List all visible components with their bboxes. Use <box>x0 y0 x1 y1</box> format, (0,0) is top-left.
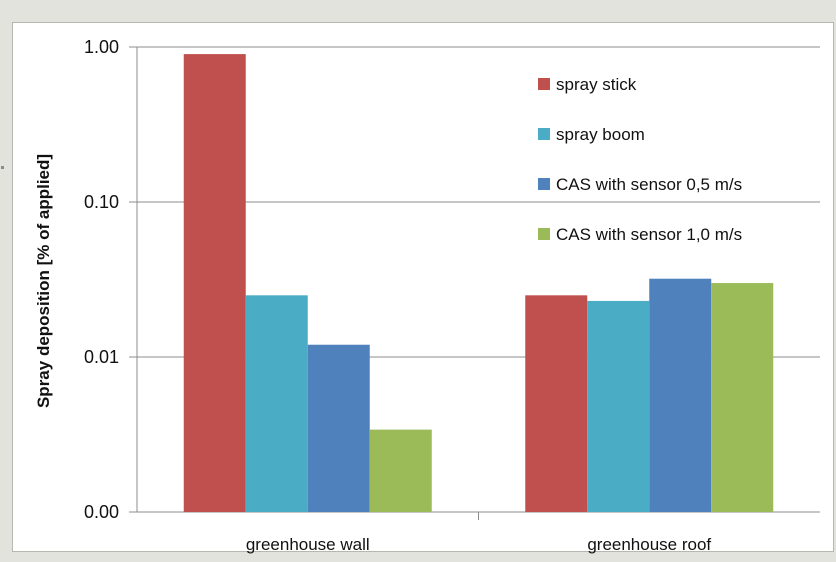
bar <box>183 54 246 513</box>
bar <box>711 283 774 512</box>
legend-swatch <box>538 128 550 140</box>
y-tick-label: 1.00 <box>84 37 119 57</box>
legend-label: CAS with sensor 1,0 m/s <box>556 225 742 244</box>
bar <box>525 295 588 512</box>
y-axis-label: Spray deposition [% of applied] <box>34 154 53 408</box>
y-tick-label: 0.10 <box>84 192 119 212</box>
bar <box>307 344 370 512</box>
side-marker <box>1 166 4 169</box>
category-labels: greenhouse wall greenhouse roof <box>246 512 711 554</box>
legend-swatch <box>538 178 550 190</box>
legend-label: spray boom <box>556 125 645 144</box>
y-tick-label: 0.01 <box>84 347 119 367</box>
category-label: greenhouse wall <box>246 535 370 554</box>
legend-swatch <box>538 228 550 240</box>
bar <box>245 295 308 512</box>
y-tick-label: 0.00 <box>84 502 119 522</box>
bar <box>587 300 650 512</box>
bar <box>369 429 432 512</box>
legend: spray stick spray boom CAS with sensor 0,5… <box>538 75 742 244</box>
bars <box>183 54 774 513</box>
legend-swatch <box>538 78 550 90</box>
legend-label: CAS with sensor 0,5 m/s <box>556 175 742 194</box>
bar <box>649 278 712 512</box>
category-label: greenhouse roof <box>587 535 711 554</box>
y-tick-labels: 1.00 0.10 0.01 0.00 <box>84 37 137 522</box>
legend-label: spray stick <box>556 75 637 94</box>
